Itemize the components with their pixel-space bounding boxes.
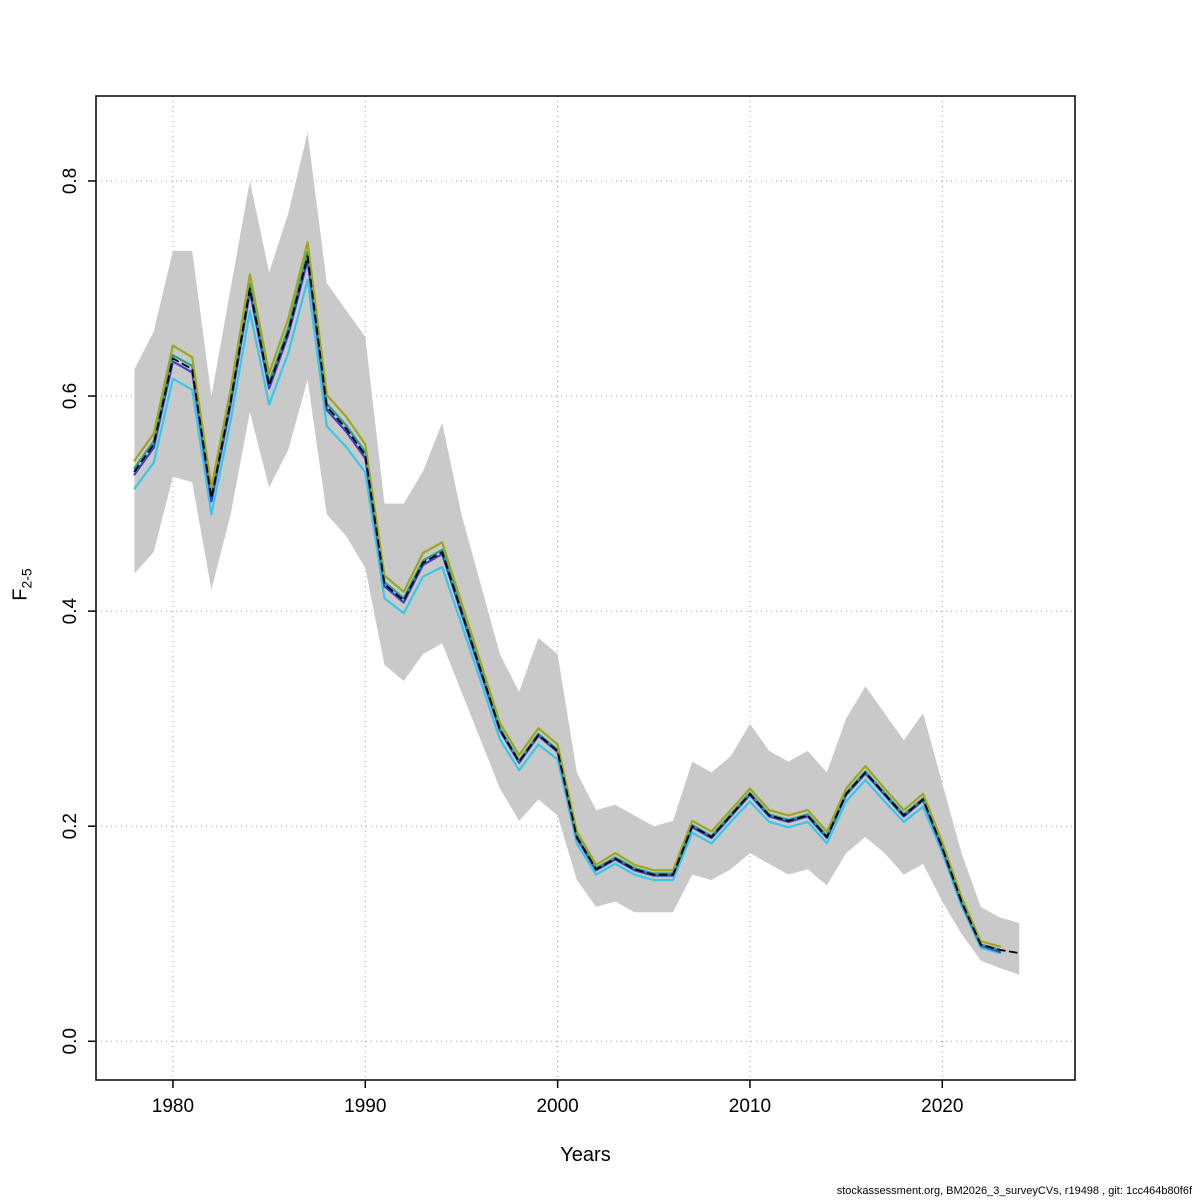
confidence-band	[134, 132, 1020, 975]
series-line-run-cyan	[133, 278, 1002, 955]
y-tick-label: 0.6	[60, 383, 81, 409]
x-tick-label: 1980	[152, 1096, 194, 1117]
y-tick-label: 0.4	[60, 597, 81, 624]
series-line-run-olive	[133, 241, 1002, 948]
x-tick-label: 1990	[344, 1096, 386, 1117]
x-tick-label: 2000	[536, 1096, 578, 1117]
footer-attribution: stockassessment.org, BM2026_3_surveyCVs,…	[836, 1185, 1192, 1197]
y-tick-label: 0.8	[60, 168, 81, 194]
x-tick-label: 2020	[921, 1096, 963, 1117]
y-axis-title-base: F	[9, 588, 32, 601]
y-axis-title: F2-5	[10, 535, 35, 635]
series-line-base-dashed	[133, 255, 1021, 954]
y-axis-title-subscript: 2-5	[18, 568, 35, 589]
y-tick-label: 0.2	[60, 813, 81, 839]
y-tick-label: 0.0	[60, 1028, 81, 1054]
plot-border	[95, 95, 1076, 1081]
x-tick-label: 2010	[729, 1096, 771, 1117]
x-axis-title: Years	[560, 1144, 611, 1166]
